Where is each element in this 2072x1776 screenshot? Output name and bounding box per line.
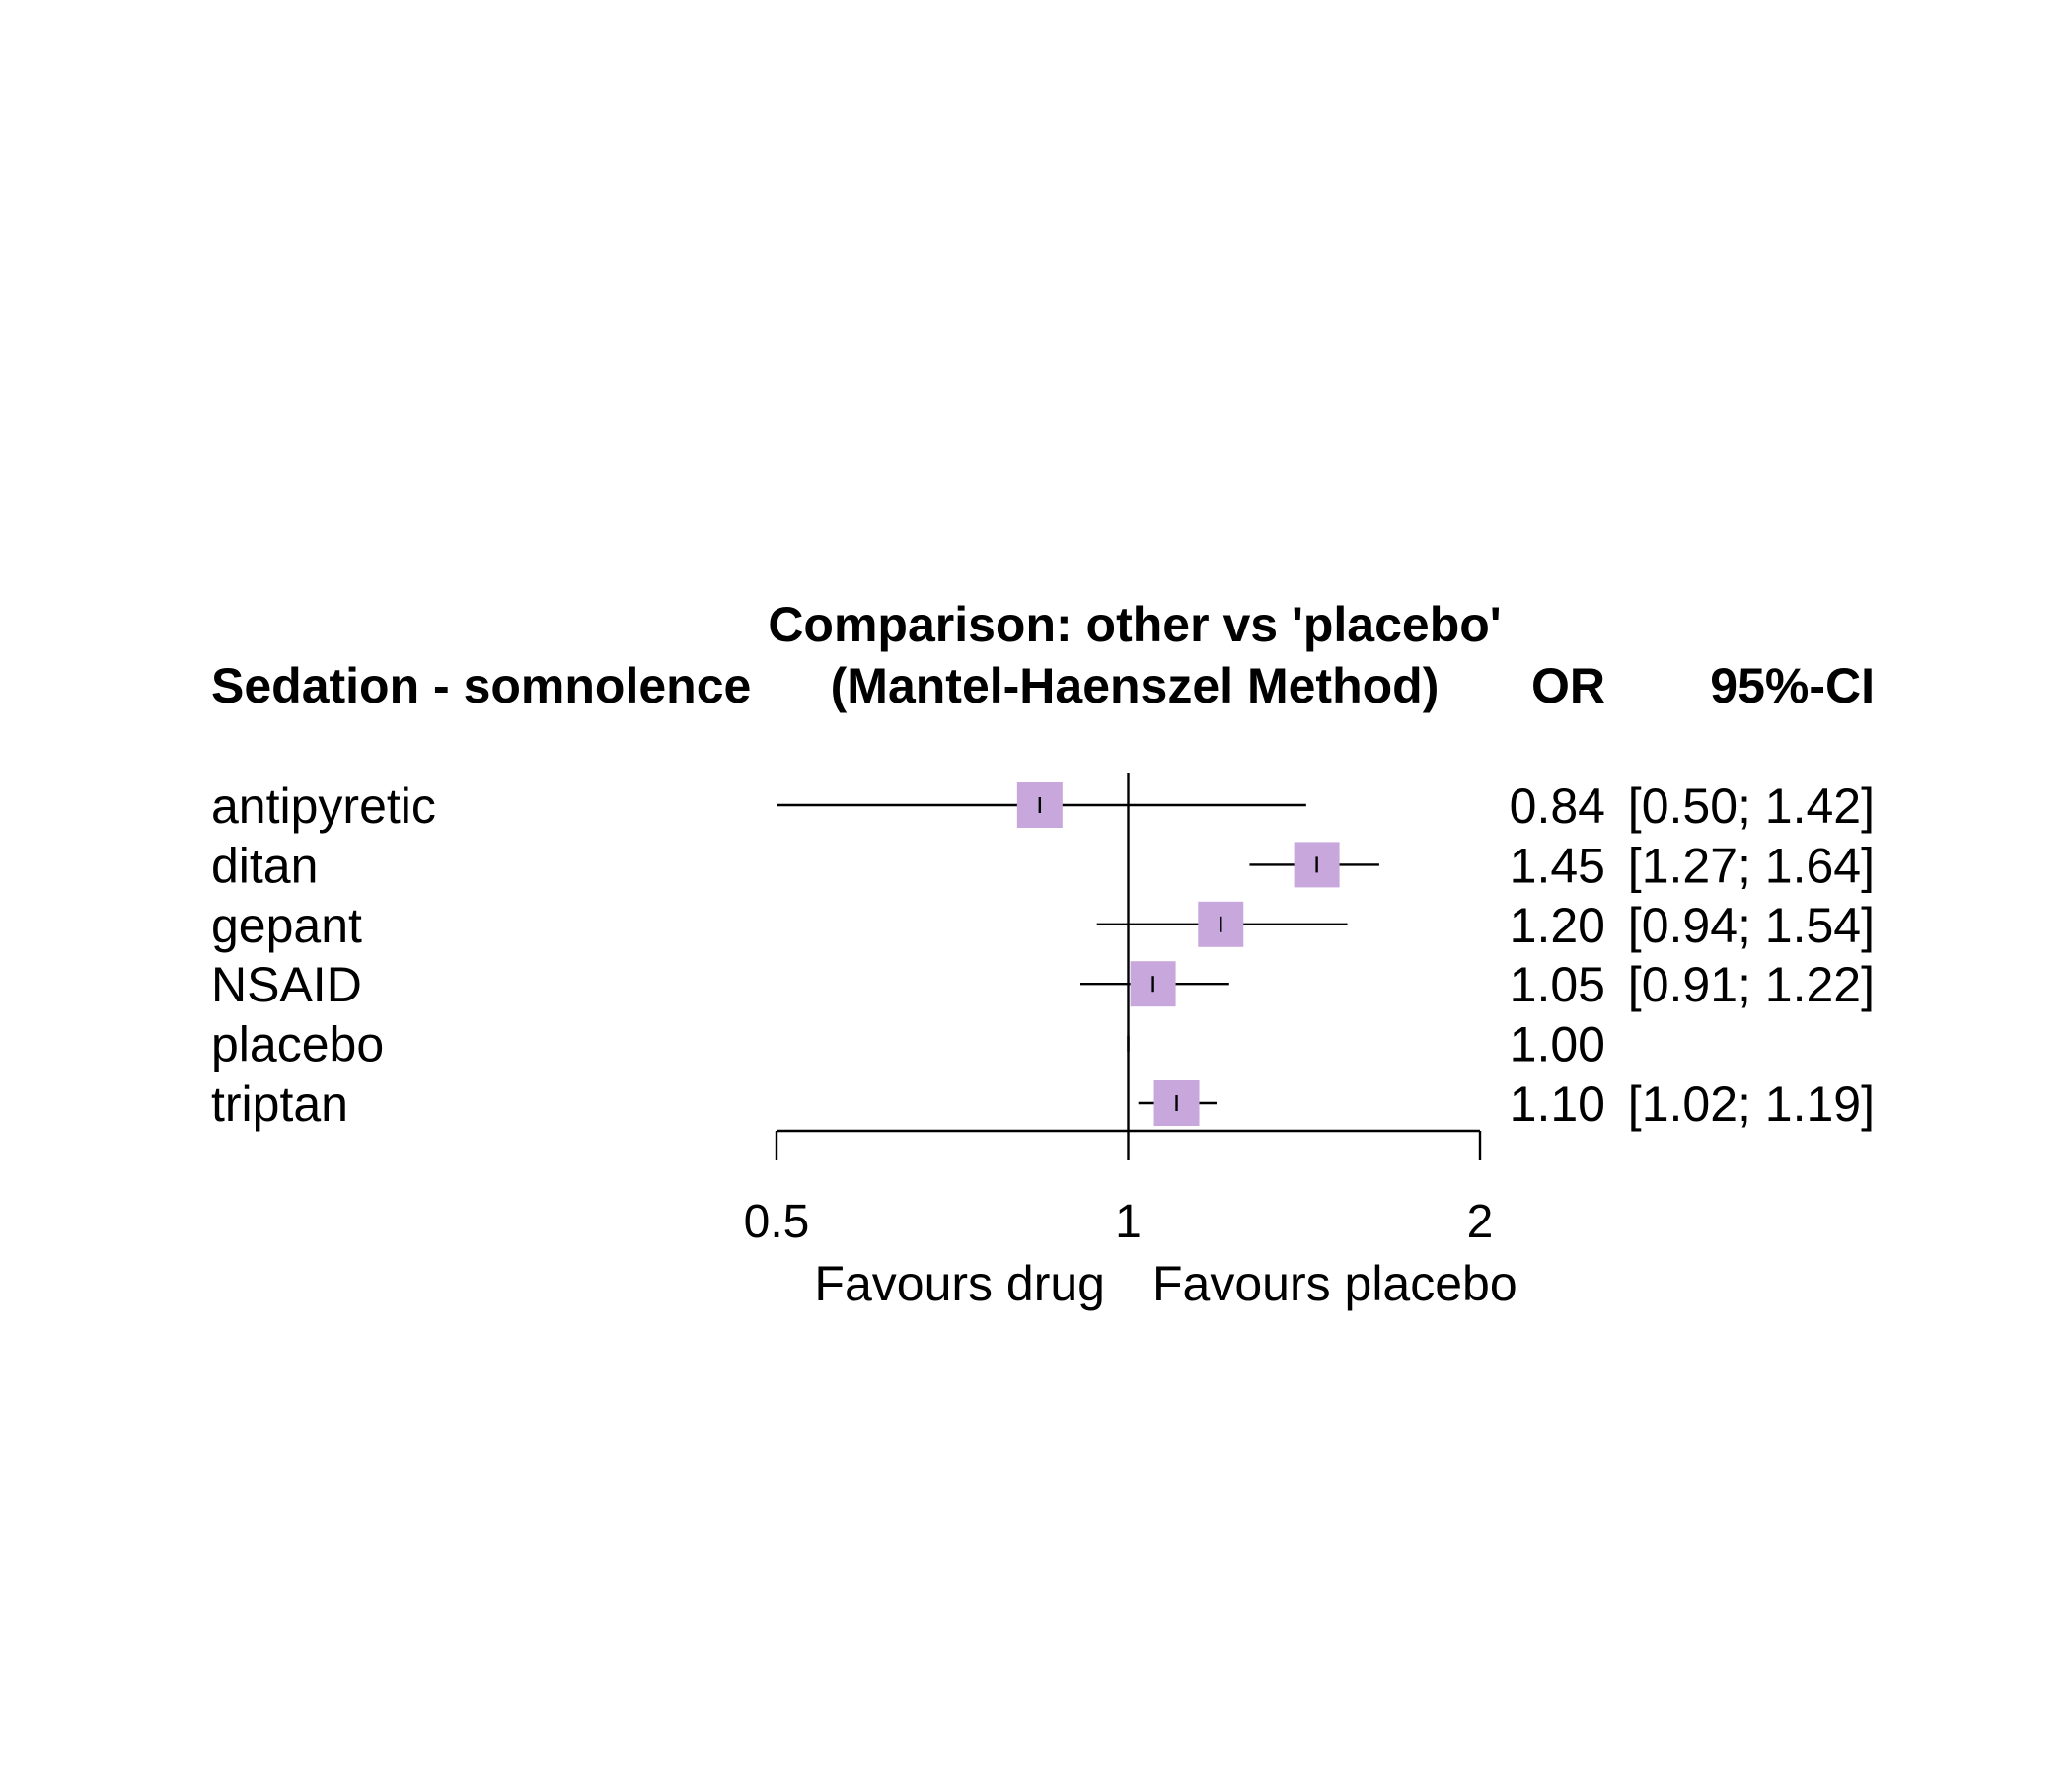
or-value-placebo: 1.00 — [1510, 1017, 1605, 1073]
ci-value-nsaid: [0.91; 1.22] — [1628, 957, 1875, 1012]
row-label-ditan: ditan — [211, 838, 318, 893]
row-label-placebo: placebo — [211, 1017, 384, 1073]
x-tick-label: 2 — [1467, 1196, 1494, 1248]
or-value-antipyretic: 0.84 — [1510, 778, 1605, 834]
study-rows: antipyretic 0.84 [0.50; 1.42] ditan 1.45 [1.2… — [211, 778, 1875, 1132]
or-value-nsaid: 1.05 — [1510, 957, 1605, 1012]
chart-title-line2: (Mantel-Haenszel Method) — [831, 658, 1440, 713]
ci-value-triptan: [1.02; 1.19] — [1628, 1076, 1875, 1132]
ci-value-ditan: [1.27; 1.64] — [1628, 838, 1875, 893]
row-label-nsaid: NSAID — [211, 957, 362, 1012]
or-column-header: OR — [1531, 658, 1605, 713]
favours-right-label: Favours placebo — [1152, 1256, 1517, 1311]
x-tick-label: 1 — [1115, 1196, 1142, 1248]
label-column-header: Sedation - somnolence — [211, 658, 751, 713]
favours-left-label: Favours drug — [814, 1256, 1105, 1311]
chart-title-line1: Comparison: other vs 'placebo' — [768, 597, 1501, 652]
or-value-gepant: 1.20 — [1510, 898, 1605, 953]
ci-value-antipyretic: [0.50; 1.42] — [1628, 778, 1875, 834]
or-value-ditan: 1.45 — [1510, 838, 1605, 893]
row-label-triptan: triptan — [211, 1076, 348, 1132]
ci-value-gepant: [0.94; 1.54] — [1628, 898, 1875, 953]
ci-column-header: 95%-CI — [1710, 658, 1875, 713]
x-tick-label: 0.5 — [744, 1196, 810, 1248]
x-axis: 0.5 1 2 — [744, 773, 1494, 1248]
row-label-antipyretic: antipyretic — [211, 778, 436, 834]
row-label-gepant: gepant — [211, 898, 362, 953]
or-value-triptan: 1.10 — [1510, 1076, 1605, 1132]
